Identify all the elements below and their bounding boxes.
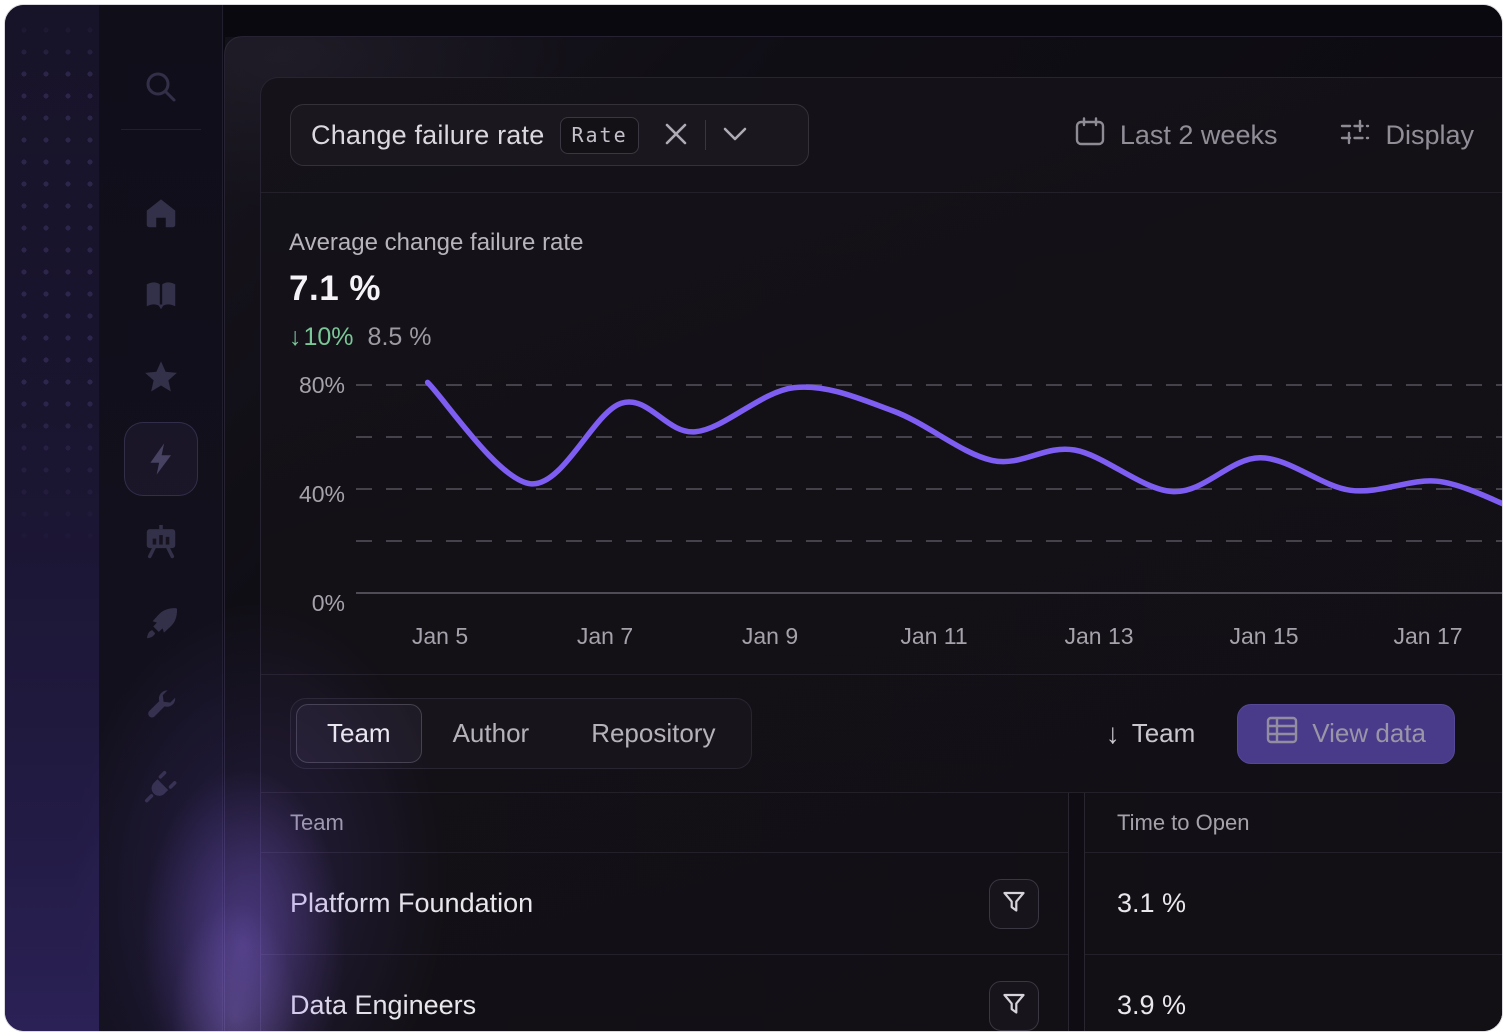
close-icon <box>663 121 689 150</box>
home-icon <box>142 194 180 232</box>
select-divider <box>704 120 706 150</box>
filter-actions: Last 2 weeks Display <box>1074 116 1474 155</box>
filter-bar: Change failure rate Rate <box>261 78 1502 193</box>
y-tick-80: 80% <box>299 372 345 398</box>
sort-control[interactable]: ↓ Team <box>1106 718 1196 750</box>
funnel-icon <box>1001 991 1027 1020</box>
sort-down-arrow-icon: ↓ <box>1105 717 1120 749</box>
secondary-value: 8.5 % <box>367 323 432 351</box>
breakdown-tabs: Team Author Repository <box>290 698 753 769</box>
sidebar-item-integrations[interactable] <box>137 763 185 811</box>
table-row[interactable]: Data Engineers <box>261 955 1068 1031</box>
chart-summary: Average change failure rate 7.1 % ↓ 10% 8… <box>289 229 583 352</box>
plug-icon <box>142 768 180 806</box>
book-icon <box>142 276 180 314</box>
failure-rate-chart[interactable]: 80% 40% 0% Jan 5 Jan 7 Jan 9 Jan 11 Jan … <box>261 193 1502 675</box>
clear-metric-button[interactable] <box>663 121 689 150</box>
sidebar-item-tools[interactable] <box>137 681 185 729</box>
table-row[interactable]: 3.9 % <box>1085 955 1502 1031</box>
sidebar-divider <box>120 129 201 130</box>
column-gap <box>1069 793 1084 1031</box>
funnel-icon <box>1001 889 1027 918</box>
time-to-open-value: 3.1 % <box>1117 888 1187 918</box>
team-name: Platform Foundation <box>290 888 534 918</box>
tab-repository[interactable]: Repository <box>560 704 746 763</box>
breakdown-bar: Team Author Repository ↓ Team <box>261 675 1502 793</box>
team-name: Data Engineers <box>290 990 477 1020</box>
time-to-open-value: 3.9 % <box>1117 990 1187 1020</box>
lightning-bolt-icon <box>141 439 181 479</box>
y-tick-40: 40% <box>299 481 345 507</box>
sidebar-item-favorites[interactable] <box>137 353 185 401</box>
rocket-icon <box>142 604 180 642</box>
table-row[interactable]: Platform Foundation <box>261 853 1068 955</box>
chart-section: Average change failure rate 7.1 % ↓ 10% 8… <box>261 193 1502 675</box>
x-tick-jan11: Jan 11 <box>900 623 967 649</box>
x-tick-jan7: Jan 7 <box>577 623 633 649</box>
calendar-icon <box>1074 116 1106 155</box>
decorative-dot-strip <box>5 5 99 1031</box>
sidebar <box>99 5 223 1031</box>
sort-label: Team <box>1131 718 1196 748</box>
display-label: Display <box>1385 119 1474 150</box>
column-header-time-to-open: Time to Open <box>1085 793 1502 853</box>
search-button[interactable] <box>137 63 185 111</box>
dashboard-window: Change failure rate Rate <box>224 36 1502 1031</box>
wrench-icon <box>142 686 180 724</box>
x-tick-jan9: Jan 9 <box>742 623 798 649</box>
sidebar-item-docs[interactable] <box>137 271 185 319</box>
row-filter-button[interactable] <box>989 980 1039 1031</box>
display-button[interactable]: Display <box>1339 116 1474 155</box>
summary-label: Average change failure rate <box>289 229 584 256</box>
x-tick-jan13: Jan 13 <box>1064 623 1133 649</box>
x-tick-jan5: Jan 5 <box>412 623 468 649</box>
tab-team[interactable]: Team <box>296 704 422 763</box>
down-arrow-icon: ↓ <box>289 323 302 351</box>
table-icon <box>1266 716 1298 751</box>
date-range-button[interactable]: Last 2 weeks <box>1074 116 1278 155</box>
metric-select-value: Change failure rate <box>311 119 545 150</box>
failure-rate-line <box>424 379 1502 507</box>
metric-card: Change failure rate Rate <box>260 77 1502 1031</box>
table-row[interactable]: 3.1 % <box>1085 853 1502 955</box>
view-data-button[interactable]: View data <box>1237 703 1455 764</box>
sidebar-item-deployments[interactable] <box>137 599 185 647</box>
view-data-label: View data <box>1312 718 1426 748</box>
star-icon <box>141 357 181 397</box>
x-tick-jan17: Jan 17 <box>1393 623 1462 649</box>
row-filter-button[interactable] <box>989 878 1039 929</box>
metric-type-tag: Rate <box>560 116 639 154</box>
metric-select[interactable]: Change failure rate Rate <box>290 104 809 166</box>
app-window: Change failure rate Rate <box>4 4 1503 1032</box>
search-icon <box>141 67 181 107</box>
sidebar-item-reports[interactable] <box>137 517 185 565</box>
sidebar-item-metrics[interactable] <box>123 422 198 496</box>
x-tick-jan15: Jan 15 <box>1229 623 1298 649</box>
team-column: Team Platform Foundation Data Engineers <box>261 793 1069 1031</box>
breakdown-table: Team Platform Foundation Data Engineers <box>261 793 1502 1031</box>
metric-dropdown-button[interactable] <box>722 126 748 145</box>
column-header-team: Team <box>261 793 1068 853</box>
tab-author[interactable]: Author <box>422 704 561 763</box>
y-tick-0: 0% <box>312 590 345 616</box>
chevron-down-icon <box>722 126 748 145</box>
summary-value: 7.1 % <box>289 269 381 308</box>
time-to-open-column: Time to Open 3.1 % 3.9 % <box>1084 793 1502 1031</box>
sidebar-item-home[interactable] <box>137 189 185 237</box>
sliders-icon <box>1339 116 1371 155</box>
delta-value: 10% <box>303 323 354 351</box>
presentation-chart-icon <box>142 522 180 560</box>
date-range-label: Last 2 weeks <box>1119 119 1278 150</box>
content-area: Change failure rate Rate <box>224 5 1502 1031</box>
delta-badge: ↓ 10% <box>289 323 354 352</box>
